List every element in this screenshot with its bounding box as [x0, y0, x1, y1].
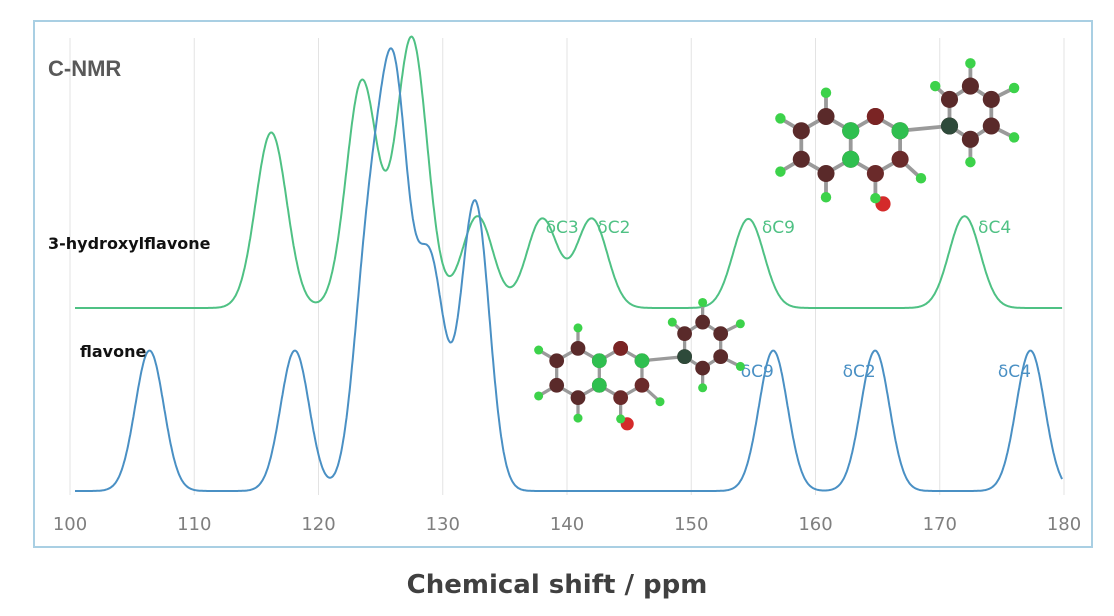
series-label-flavone: flavone [80, 342, 147, 361]
peak-annotation: δC9 [762, 218, 795, 238]
x-tick-labels: 100 110 120 130 140 150 160 170 180 [53, 514, 1081, 535]
grid-lines [69, 38, 1065, 495]
series-line-flavone [75, 47, 1063, 492]
x-tick-label: 140 [550, 514, 584, 535]
x-tick-label: 170 [923, 514, 957, 535]
x-tick-label: 110 [177, 514, 211, 535]
chart-frame [33, 20, 1093, 548]
x-tick-label: 160 [798, 514, 832, 535]
peak-annotation: δC4 [998, 362, 1031, 382]
x-tick-label: 150 [674, 514, 708, 535]
peak-annotation: δC2 [843, 362, 876, 382]
x-tick-label: 100 [53, 514, 87, 535]
peak-annotation: δC4 [978, 218, 1011, 238]
peak-annotation: δC2 [597, 218, 630, 238]
x-tick-label: 130 [426, 514, 460, 535]
spectra [75, 35, 1063, 492]
x-tick-label: 120 [301, 514, 335, 535]
peak-annotation: δC3 [546, 218, 579, 238]
x-axis-label: Chemical shift / ppm [406, 570, 708, 600]
series-label-hydroxyflavone: 3-hydroxylflavone [48, 234, 211, 253]
series-line-hydroxyflavone [75, 35, 1063, 309]
peak-annotations: δC3 δC2 δC9 δC4 δC9 δC2 δC4 [546, 218, 1031, 382]
molecule-illustrations [534, 58, 1020, 431]
peak-annotation: δC9 [741, 362, 774, 382]
molecule-model [775, 58, 1020, 212]
chart-title: C-NMR [48, 56, 122, 81]
x-tick-label: 180 [1047, 514, 1081, 535]
molecule-model [534, 297, 745, 431]
